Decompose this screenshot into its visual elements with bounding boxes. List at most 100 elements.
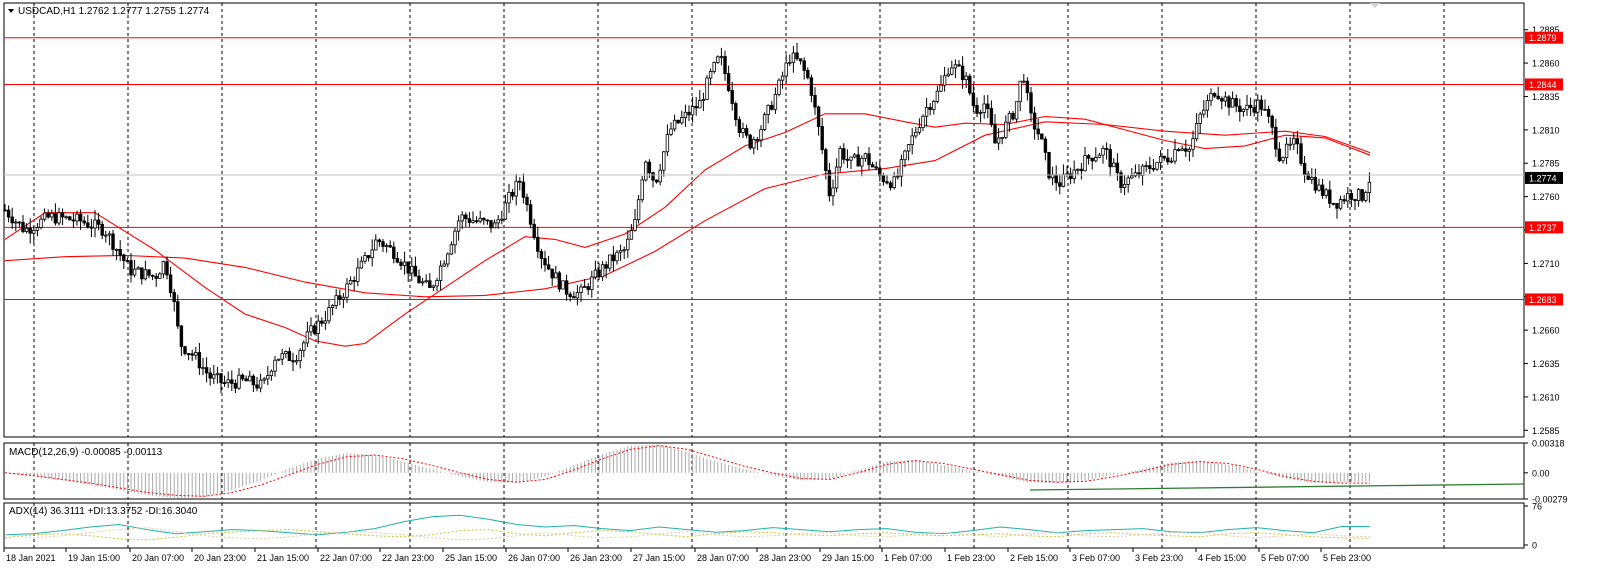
bear-candle bbox=[230, 379, 234, 384]
bull-candle bbox=[946, 73, 950, 77]
bull-candle bbox=[32, 229, 36, 234]
level-price-label: 1.2737 bbox=[1529, 223, 1557, 233]
bear-candle bbox=[1259, 99, 1264, 110]
bull-candle bbox=[1130, 175, 1134, 179]
bull-candle bbox=[514, 180, 518, 197]
bear-candle bbox=[1108, 148, 1112, 168]
bear-candle bbox=[96, 219, 101, 225]
bear-candle bbox=[147, 269, 151, 276]
bear-candle bbox=[532, 223, 536, 238]
bear-candle bbox=[564, 280, 569, 295]
bear-candle bbox=[197, 352, 202, 369]
bull-candle bbox=[1144, 165, 1148, 168]
bear-candle bbox=[464, 214, 468, 220]
adx-lines bbox=[4, 514, 1371, 541]
bull-candle bbox=[996, 137, 1001, 144]
bull-candle bbox=[1122, 183, 1127, 188]
bull-candle bbox=[719, 56, 724, 58]
price-axis: 1.2885 1.2860 1.2835 1.2810 1.2785 1.2760 1.27… bbox=[1524, 25, 1563, 436]
bear-candle bbox=[795, 52, 799, 60]
y-tick-label: 1.2885 bbox=[1532, 25, 1560, 35]
bull-candle bbox=[420, 281, 425, 284]
bull-candle bbox=[1209, 92, 1213, 102]
bear-candle bbox=[1216, 95, 1220, 100]
bear-candle bbox=[1328, 189, 1332, 204]
bull-candle bbox=[680, 117, 684, 124]
bear-candle bbox=[1176, 149, 1181, 151]
bear-candle bbox=[392, 246, 396, 259]
bear-candle bbox=[687, 111, 691, 116]
symbol-header: USDCAD,H1 1.2762 1.2777 1.2755 1.2774 bbox=[8, 6, 210, 17]
bear-candle bbox=[1032, 112, 1037, 130]
bull-candle bbox=[1018, 80, 1022, 103]
bull-candle bbox=[104, 234, 108, 237]
bear-candle bbox=[168, 274, 173, 293]
bull-candle bbox=[14, 221, 18, 224]
bull-candle bbox=[741, 128, 745, 133]
bear-candle bbox=[734, 103, 738, 121]
price-grid bbox=[33, 3, 1445, 437]
bear-candle bbox=[975, 105, 979, 114]
bear-candle bbox=[651, 172, 655, 181]
bull-candle bbox=[906, 144, 911, 152]
bull-candle bbox=[665, 134, 670, 153]
adx-panel[interactable]: 76 0 ADX(14) 36.3111 +DI:13.3752 -DI:16.3… bbox=[3, 502, 1542, 551]
bear-candle bbox=[748, 134, 752, 149]
price-panel[interactable]: 1.2885 1.2860 1.2835 1.2810 1.2785 1.2760 1.27… bbox=[3, 2, 1563, 438]
bull-candle bbox=[690, 105, 695, 116]
bull-candle bbox=[622, 249, 626, 252]
bear-candle bbox=[204, 367, 209, 374]
bull-candle bbox=[215, 373, 220, 376]
adx-grid bbox=[33, 503, 1445, 548]
bull-candle bbox=[276, 358, 281, 361]
bear-candle bbox=[885, 181, 889, 184]
bull-candle bbox=[924, 107, 929, 117]
bull-candle bbox=[1194, 123, 1199, 140]
bull-candle bbox=[1288, 143, 1292, 146]
bull-candle bbox=[712, 62, 716, 72]
bull-candle bbox=[266, 375, 270, 380]
y-tick-label: 1.2660 bbox=[1532, 326, 1560, 336]
bull-candle bbox=[262, 378, 266, 381]
bear-candle bbox=[878, 167, 882, 177]
bull-candle bbox=[834, 166, 839, 189]
bear-candle bbox=[1043, 138, 1048, 153]
bear-candle bbox=[572, 296, 576, 299]
bear-candle bbox=[219, 373, 223, 384]
bull-candle bbox=[453, 230, 457, 246]
bear-candle bbox=[118, 248, 122, 256]
bear-candle bbox=[53, 212, 58, 224]
y-tick-label: 0 bbox=[1532, 541, 1537, 551]
bull-candle bbox=[964, 75, 968, 81]
bull-candle bbox=[226, 379, 230, 384]
bull-candle bbox=[698, 100, 702, 109]
bull-candle bbox=[341, 296, 346, 300]
bear-candle bbox=[176, 301, 180, 327]
bear-candle bbox=[1274, 126, 1278, 150]
bull-candle bbox=[1292, 138, 1296, 145]
macd-panel[interactable]: 0.00318 0.00 -0.00279 MACD(12,26,9) -0.000… bbox=[3, 439, 1568, 505]
bear-candle bbox=[352, 280, 356, 282]
bear-candle bbox=[406, 261, 410, 274]
bear-candle bbox=[6, 209, 11, 218]
bull-candle bbox=[896, 175, 900, 178]
bull-candle bbox=[294, 360, 299, 363]
bull-candle bbox=[39, 218, 43, 228]
bear-candle bbox=[377, 239, 382, 243]
bear-candle bbox=[510, 191, 515, 197]
y-tick-label: 0.00318 bbox=[1532, 439, 1565, 449]
x-tick-label: 18 Jan 2021 bbox=[6, 553, 56, 563]
bull-candle bbox=[1346, 193, 1350, 202]
bull-candle bbox=[1180, 148, 1184, 151]
bull-candle bbox=[942, 75, 947, 86]
bull-candle bbox=[305, 331, 310, 344]
bear-candle bbox=[1263, 108, 1267, 111]
bear-candle bbox=[744, 128, 749, 136]
bull-candle bbox=[42, 212, 47, 220]
bear-candle bbox=[89, 226, 94, 229]
macd-axis: 0.00318 0.00 -0.00279 bbox=[1524, 439, 1568, 505]
bear-candle bbox=[960, 65, 965, 81]
bear-candle bbox=[60, 212, 65, 218]
bull-candle bbox=[460, 214, 464, 222]
